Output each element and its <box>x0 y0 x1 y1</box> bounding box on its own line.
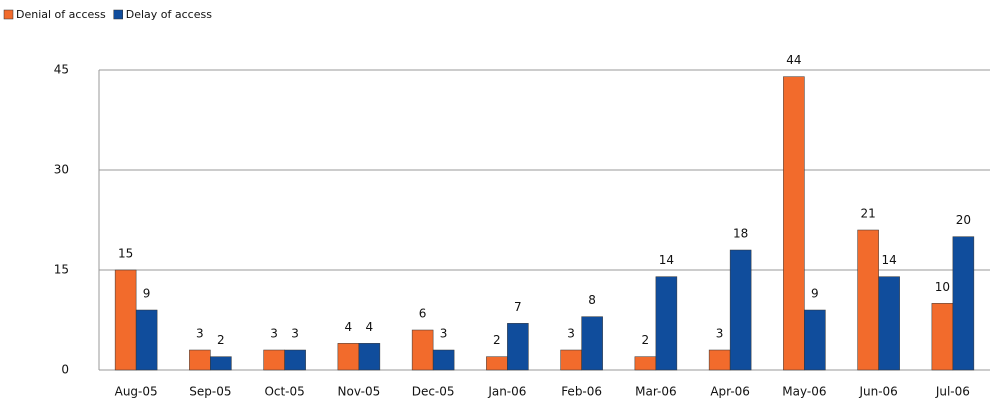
bar <box>931 303 954 371</box>
data-label: 8 <box>588 293 596 307</box>
data-label: 14 <box>881 253 896 267</box>
data-label: 20 <box>956 213 971 227</box>
bar <box>210 356 232 371</box>
bar <box>432 349 455 371</box>
data-label: 3 <box>291 327 299 341</box>
bar <box>284 349 306 371</box>
legend-label: Delay of access <box>126 8 212 21</box>
x-tick-label: Feb-06 <box>561 385 602 399</box>
bar <box>486 356 508 371</box>
legend-label: Denial of access <box>16 8 106 21</box>
data-label: 9 <box>811 287 819 301</box>
x-tick-label: Aug-05 <box>115 385 158 399</box>
bar <box>857 229 879 371</box>
x-tick-label: Oct-05 <box>264 385 304 399</box>
bar <box>135 309 158 371</box>
y-tick-label: 45 <box>54 63 69 77</box>
data-label: 44 <box>786 53 801 67</box>
bar <box>952 236 975 371</box>
x-tick-label: Jun-06 <box>858 385 897 399</box>
data-label: 3 <box>196 327 204 341</box>
legend-swatch <box>113 9 123 20</box>
bar <box>804 309 826 371</box>
data-label: 2 <box>493 333 501 347</box>
y-tick-label: 0 <box>61 363 69 377</box>
x-tick-label: Nov-05 <box>338 385 381 399</box>
data-label: 3 <box>440 327 448 341</box>
bar <box>189 349 211 371</box>
x-tick-label: Jul-06 <box>935 385 970 399</box>
data-label: 4 <box>366 320 374 334</box>
bar <box>263 349 285 371</box>
x-tick-label: Mar-06 <box>635 385 676 399</box>
data-label: 18 <box>733 227 748 241</box>
data-label: 3 <box>567 327 575 341</box>
bar <box>783 76 805 371</box>
x-tick-label: Apr-06 <box>710 385 750 399</box>
data-label: 7 <box>514 300 522 314</box>
bar <box>581 316 603 371</box>
data-label: 4 <box>345 320 353 334</box>
data-label: 10 <box>935 280 950 294</box>
bar <box>878 276 900 371</box>
x-tick-label: Sep-05 <box>189 385 231 399</box>
data-label: 2 <box>217 333 225 347</box>
data-label: 9 <box>143 287 151 301</box>
data-label: 15 <box>118 247 133 261</box>
bar <box>337 343 360 371</box>
y-tick-label: 15 <box>54 263 69 277</box>
data-label: 3 <box>270 327 278 341</box>
x-tick-label: May-06 <box>782 385 826 399</box>
bar <box>507 323 529 371</box>
data-label: 2 <box>642 333 650 347</box>
bar <box>560 349 582 371</box>
x-tick-label: Dec-05 <box>412 385 455 399</box>
bar <box>358 343 381 371</box>
y-tick-label: 30 <box>54 163 69 177</box>
bar <box>708 349 731 371</box>
legend-swatch <box>3 9 14 20</box>
bar <box>114 269 137 371</box>
data-label: 3 <box>716 327 724 341</box>
bar <box>411 329 434 371</box>
bar <box>634 356 657 371</box>
bar <box>729 249 752 371</box>
bar <box>655 276 678 371</box>
data-label: 14 <box>659 253 674 267</box>
data-label: 6 <box>419 307 427 321</box>
x-tick-label: Jan-06 <box>487 385 526 399</box>
data-label: 21 <box>860 207 875 221</box>
